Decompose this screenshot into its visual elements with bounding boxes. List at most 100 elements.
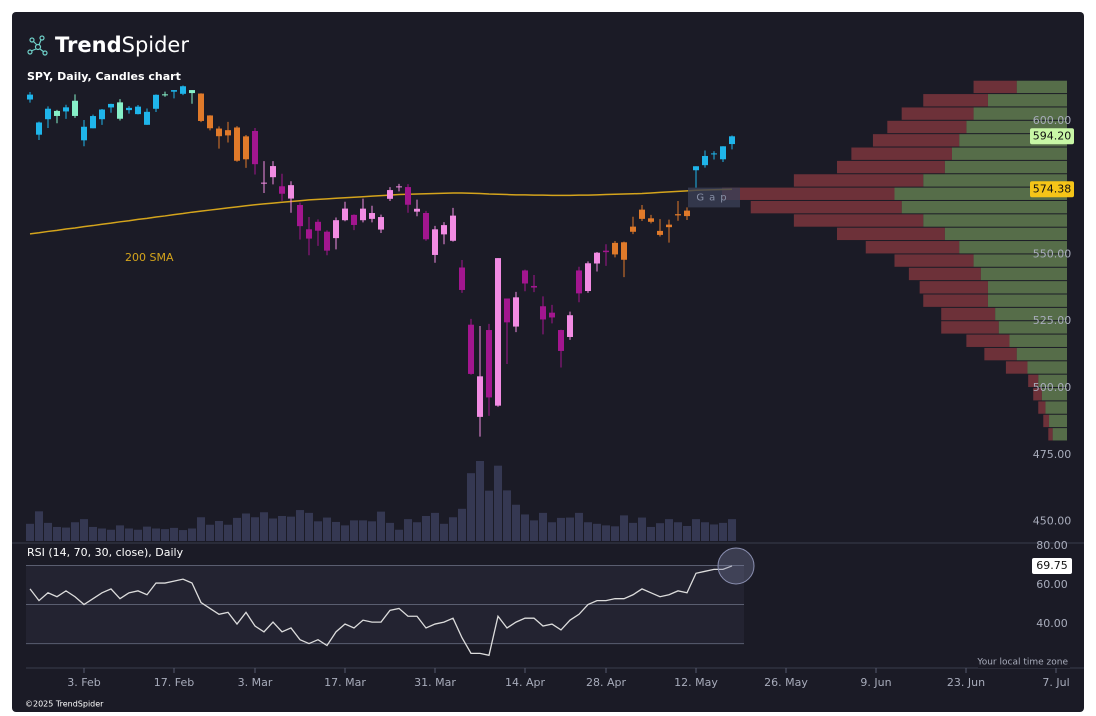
profile-up [1052, 428, 1067, 441]
volume-bar [143, 526, 151, 541]
candle-body [387, 190, 393, 199]
timezone-bg [978, 655, 1070, 668]
candle-body [36, 122, 42, 135]
candle-body [423, 212, 429, 240]
candle-body [513, 297, 519, 327]
profile-up [894, 187, 1067, 200]
profile-up [973, 107, 1067, 120]
profile-up [1049, 414, 1067, 428]
candle-body [432, 229, 438, 255]
candle-body [180, 86, 186, 94]
profile-down [923, 94, 988, 107]
profile-up [901, 200, 1067, 214]
profile-up [980, 267, 1067, 281]
profile-down [908, 267, 981, 281]
volume-bar [593, 523, 601, 541]
profile-down [1028, 374, 1039, 388]
volume-bar [350, 520, 358, 541]
rsi-title: RSI (14, 70, 30, close), Daily [27, 546, 184, 559]
candle-body [162, 94, 168, 96]
candle-body [396, 186, 402, 188]
volume-bar [656, 523, 664, 541]
volume-bar [62, 527, 70, 541]
profile-down [901, 107, 974, 120]
volume-bar [152, 528, 160, 541]
candle-body [207, 115, 213, 129]
rsi-tick-label: 40.00 [1036, 617, 1068, 630]
x-tick-label: 31. Mar [414, 676, 456, 689]
x-tick-label: 28. Apr [586, 676, 626, 689]
volume-bar [224, 524, 232, 541]
volume-bar [575, 512, 583, 541]
volume-bar [728, 519, 736, 541]
volume-bar [719, 522, 727, 541]
profile-down [722, 187, 895, 200]
candle-body [504, 298, 510, 323]
x-tick-label: 14. Apr [505, 676, 545, 689]
volume-bar [602, 525, 610, 541]
profile-up [1009, 334, 1067, 347]
candle-body [81, 126, 87, 141]
volume-bar [539, 512, 547, 541]
candle-body [522, 270, 528, 284]
candle-body [108, 103, 114, 108]
candle-body [405, 187, 411, 205]
candle-body [477, 376, 483, 417]
volume-bar [692, 519, 700, 541]
candle-body [720, 146, 726, 160]
profile-down [1005, 361, 1028, 374]
volume-bar [647, 526, 655, 541]
volume-bar [80, 519, 88, 541]
volume-bar [35, 511, 43, 541]
volume-bar [503, 490, 511, 541]
candle-body [261, 182, 267, 184]
candle-body [540, 306, 546, 320]
profile-down [1038, 401, 1046, 414]
sma-badge [1030, 181, 1074, 198]
rsi-tick-label: 60.00 [1036, 578, 1068, 591]
candle-body [45, 108, 51, 120]
volume-bar [665, 519, 673, 541]
profile-down [941, 307, 996, 321]
candle-body [558, 330, 564, 351]
x-tick-label: 3. Mar [238, 676, 273, 689]
x-tick-label: 12. May [674, 676, 718, 689]
candle-body [648, 218, 654, 222]
y-tick-label: 500.00 [1033, 381, 1072, 394]
profile-down [865, 241, 960, 254]
volume-bar [638, 517, 646, 541]
candle-body [549, 312, 555, 318]
y-tick-label: 600.00 [1033, 114, 1072, 127]
candle-body [72, 100, 78, 116]
candle-body [270, 166, 276, 178]
y-tick-label: 450.00 [1033, 515, 1072, 528]
profile-down [1043, 414, 1050, 428]
volume-bar [467, 473, 475, 541]
candle-body [378, 217, 384, 230]
profile-down [919, 281, 988, 294]
volume-bar [404, 519, 412, 541]
candle-body [657, 230, 663, 235]
profile-down [793, 174, 924, 187]
volume-bar [242, 513, 250, 541]
volume-bar [107, 529, 115, 541]
volume-bar [485, 490, 493, 541]
candle-body [342, 208, 348, 221]
candle-body [234, 127, 240, 161]
profile-up [1027, 361, 1067, 374]
volume-bar [116, 525, 124, 541]
volume-bar [26, 523, 34, 541]
candle-body [702, 155, 708, 166]
brand-bold: Trend [55, 33, 122, 57]
candle-body [594, 252, 600, 264]
x-tick-label: 9. Jun [860, 676, 891, 689]
candle-body [63, 107, 69, 112]
candle-body [621, 242, 627, 260]
profile-down [793, 214, 924, 227]
volume-bar [197, 517, 205, 541]
y-tick-label: 550.00 [1033, 247, 1072, 260]
volume-bar [53, 526, 61, 541]
profile-down [1033, 388, 1042, 401]
candle-body [99, 109, 105, 120]
gap-box [688, 187, 740, 208]
